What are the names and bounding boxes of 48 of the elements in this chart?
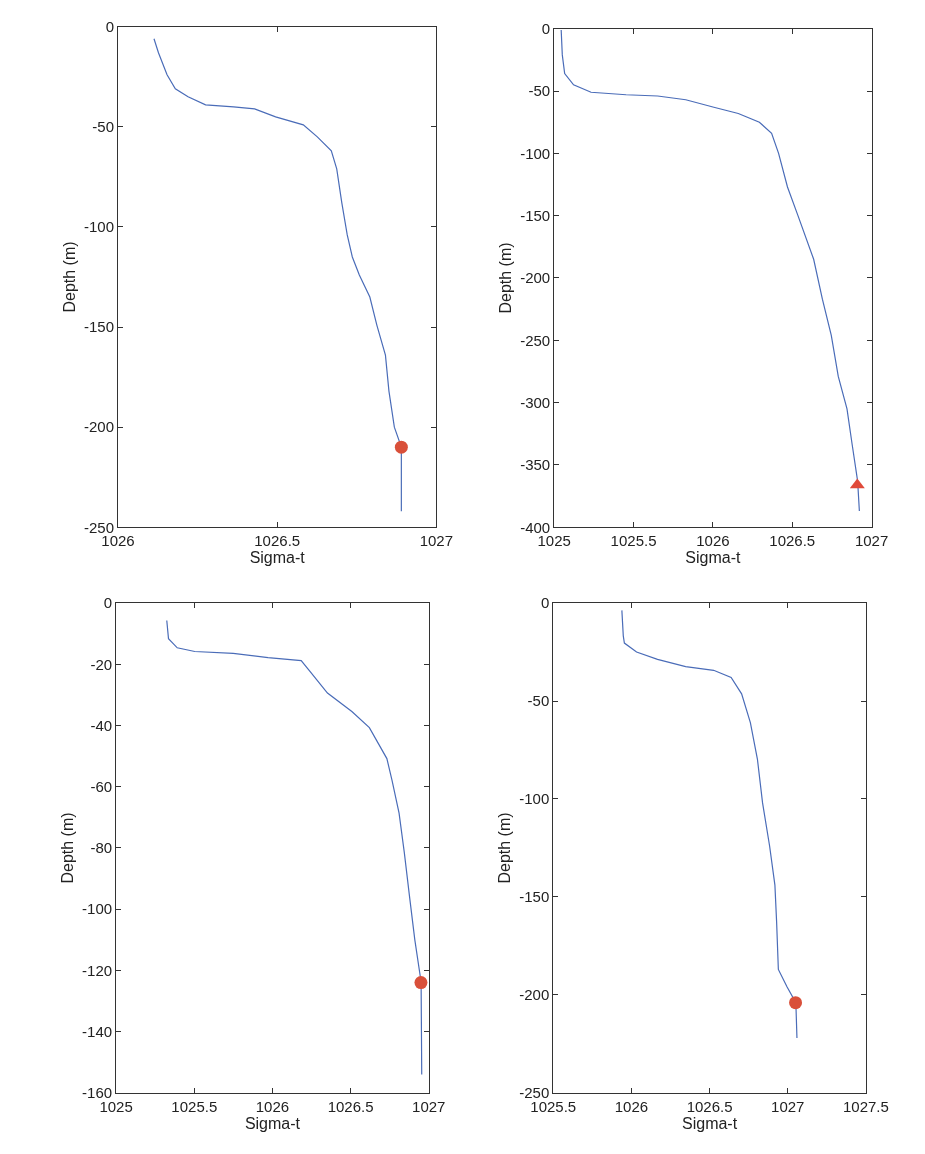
y-tick-label: -50: [527, 692, 550, 710]
y-tick-label: -300: [520, 393, 551, 411]
y-tick-label: -200: [84, 418, 115, 436]
y-tick-label: -350: [520, 456, 551, 474]
x-axis-title: Sigma-t: [682, 1114, 738, 1132]
y-tick-label: -100: [519, 790, 550, 808]
x-tick-label: 1026.5: [769, 532, 816, 550]
x-axis-title: Sigma-t: [685, 549, 742, 567]
y-tick-label: -80: [90, 839, 113, 857]
y-tick-label: -200: [520, 269, 551, 287]
y-tick-label: -100: [84, 218, 115, 236]
y-tick-label: -150: [520, 206, 551, 224]
y-tick-label: 0: [540, 594, 550, 612]
x-tick-label: 1027: [854, 532, 889, 550]
x-tick-label: 1025.5: [171, 1097, 218, 1115]
x-tick-label: 1026: [614, 1097, 649, 1115]
y-axis-title: Depth (m): [496, 812, 514, 884]
x-axis-title: Sigma-t: [244, 1114, 301, 1132]
y-tick-label: -100: [82, 900, 113, 918]
x-tick-label: 1026.5: [254, 532, 301, 550]
y-tick-label: -50: [528, 82, 551, 100]
y-tick-label: -120: [82, 961, 113, 979]
x-tick-label: 1026.5: [686, 1097, 733, 1115]
y-tick-label: -50: [92, 118, 115, 136]
y-tick-label: -150: [519, 888, 550, 906]
x-axis-title: Sigma-t: [249, 549, 306, 567]
y-tick-label: -150: [84, 318, 115, 336]
y-tick-label: -200: [519, 986, 550, 1004]
x-tick-label: 1027: [412, 1097, 446, 1115]
y-tick-label: -60: [90, 778, 113, 795]
y-axis-title: Depth (m): [497, 242, 515, 314]
y-tick-label: -40: [90, 716, 113, 734]
x-tick-label: 1027: [419, 532, 454, 550]
y-tick-label: 0: [105, 17, 115, 35]
x-tick-label: 1027: [771, 1097, 805, 1115]
y-tick-label: -20: [90, 655, 113, 673]
x-tick-label: 1027.5: [842, 1097, 889, 1115]
x-tick-label: 1026.5: [327, 1097, 374, 1115]
x-tick-label: 1026: [696, 532, 730, 550]
y-axis-title: Depth (m): [60, 241, 78, 313]
y-tick-label: 0: [541, 19, 551, 37]
y-tick-label: -250: [520, 331, 551, 349]
y-axis-title: Depth (m): [59, 812, 76, 884]
y-tick-label: -100: [520, 144, 551, 162]
y-tick-label: -140: [82, 1022, 113, 1040]
x-tick-label: 1026: [255, 1097, 290, 1115]
x-tick-label: 1025.5: [610, 532, 657, 550]
y-tick-label: 0: [103, 594, 113, 612]
